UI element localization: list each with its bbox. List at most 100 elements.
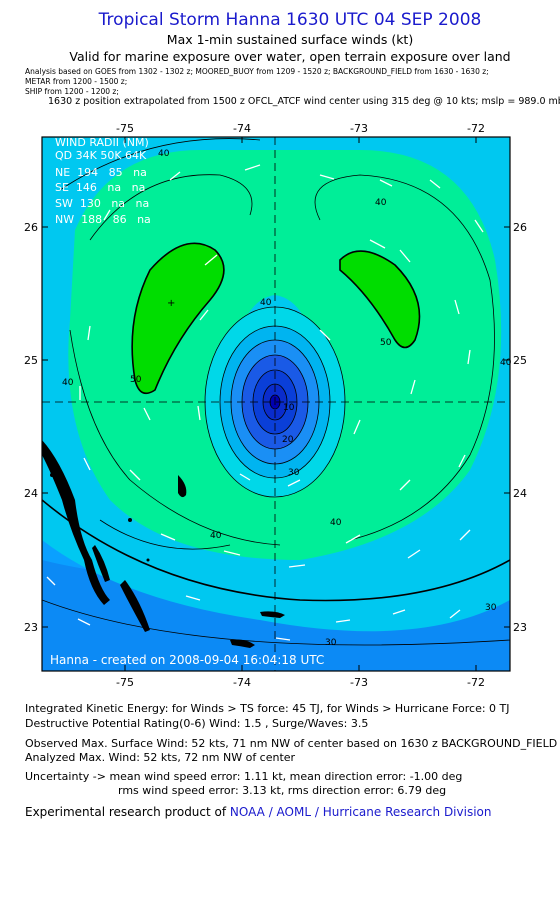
wind-arrow [474,219,484,233]
wind-arrow [103,209,111,221]
wind-arrow [287,479,301,487]
island-3 [178,475,187,498]
analyzed-max-wind-line: Analyzed Max. Wind: 52 kts, 72 nm NW of … [25,751,296,764]
contour-30-outer [42,499,510,602]
wind-arrow [407,549,421,559]
contour-label: 50 [130,375,142,385]
wind-map: -75 -74 -73 -72 -75 -74 -73 -72 26 25 24… [0,118,560,698]
lat-tick-left-4: 23 [24,621,38,634]
contour-label: 40 [330,518,342,528]
wind-arrow [459,529,471,541]
contour-label: 40 [158,149,170,159]
island-4 [260,611,285,618]
wind-arrow [449,609,461,619]
wind-50kt-lobe-west [131,242,225,395]
wind-arrow [143,407,151,421]
wind-50kt-lobe-east [339,250,421,349]
contour-label: 40 [62,378,74,388]
contour-label: 20 [282,435,294,445]
wind-arrow [169,171,181,181]
contour-label: 40 [210,531,222,541]
contour-label: 30 [485,603,497,613]
wind-arrow [399,479,411,491]
dpr-line: Destructive Potential Rating(0-6) Wind: … [25,717,369,730]
wind-arrow [369,239,386,249]
lon-tick-bottom-4: -72 [467,676,485,689]
island-chain-2 [120,580,150,632]
lat-tick-left-1: 26 [24,221,38,234]
wind-arrow [319,174,335,180]
lat-tick-right-2: 25 [513,354,527,367]
lat-tick-left-2: 25 [24,354,38,367]
map-frame [41,136,511,672]
wind-arrow [160,533,176,541]
wind-arrow [223,550,241,556]
wind-arrow [454,299,460,315]
page-title: Tropical Storm Hanna 1630 UTC 04 SEP 200… [98,10,482,30]
wind-arrow [239,473,251,481]
contour-label: 40 [375,198,387,208]
contour-label: 30 [325,638,337,648]
islet-2 [128,518,132,522]
uncertainty-line: Uncertainty -> mean wind speed error: 1.… [25,770,463,783]
credit-line: Experimental research product of NOAA / … [25,805,491,819]
islet-3 [146,558,150,562]
contour-40-east [314,174,495,541]
contour-label: 50 [380,338,392,348]
wind-radii-row-nw: NW 188 86 na [55,213,151,226]
wind-arrow [429,179,441,189]
wind-arrow [288,564,306,568]
wind-arrow [275,637,291,641]
wind-arrow [319,329,331,341]
rms-error-line: rms wind speed error: 3.13 kt, rms direc… [118,784,447,797]
ike-line: Integrated Kinetic Energy: for Winds > T… [25,702,510,715]
lat-tick-left-3: 24 [24,487,38,500]
wind-arrow [392,609,406,615]
contour-40-top [59,138,261,191]
contour-40-west-upper [89,174,253,241]
contour-40-west [69,329,281,546]
wind-arrow [458,454,466,468]
lat-tick-right-4: 23 [513,621,527,634]
lon-tick-bottom-1: -75 [116,676,134,689]
islet-1 [50,473,54,477]
wind-arrow [399,249,411,263]
position-line: 1630 z position extrapolated from 1500 z… [48,96,560,107]
wind-radii-row-ne: NE 194 85 na [55,166,147,179]
lon-tick-top-3: -73 [350,122,368,135]
wind-arrow [87,325,91,341]
lon-tick-top-1: -75 [116,122,134,135]
wind-radii-row-se: SE 146 na na [55,181,145,194]
wind-arrow [46,576,56,586]
contour-40-southwest [99,519,231,550]
lat-tick-right-1: 26 [513,221,527,234]
wind-arrow [204,254,218,266]
wind-radii-title: WIND RADII (NM) [55,136,149,149]
credit-prefix: Experimental research product of [25,805,230,819]
lon-tick-bottom-2: -74 [233,676,251,689]
wind-arrow [467,349,471,365]
contour-label: 30 [288,468,300,478]
wind-radii-row-sw: SW 130 na na [55,197,149,210]
metar-sources-line: METAR from 1200 - 1500 z; [25,77,128,86]
map-footer: Hanna - created on 2008-09-04 16:04:18 U… [50,653,324,667]
wind-arrow [83,457,91,471]
lon-tick-top-4: -72 [467,122,485,135]
wind-arrow [379,179,393,187]
wind-arrow [199,309,209,321]
wind-arrow [244,164,261,171]
island-5 [230,639,255,648]
wind-arrow [335,619,351,623]
wind-arrow [197,405,201,421]
hrd-link[interactable]: NOAA / AOML / Hurricane Research Divisio… [229,805,492,819]
contour-label: 40 [260,298,272,308]
wind-radii-header: QD 34K 50K 64K [55,149,147,162]
contour-label: 10 [283,403,295,413]
lon-tick-bottom-3: -73 [350,676,368,689]
subtitle: Max 1-min sustained surface winds (kt) [166,32,414,47]
wind-arrow [410,379,416,395]
bahamas-landmass [42,440,110,605]
observed-max-wind-line: Observed Max. Surface Wind: 52 kts, 71 n… [25,737,558,750]
max-wind-marker: + [167,298,175,309]
wind-arrow [77,618,91,626]
